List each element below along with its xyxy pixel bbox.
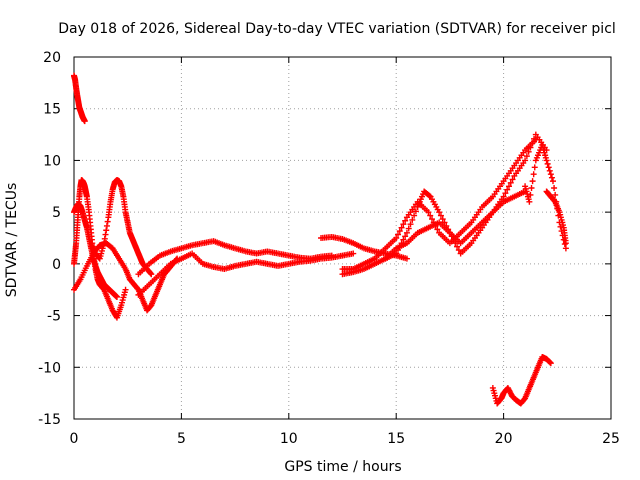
y-tick-label: 10 bbox=[43, 153, 61, 169]
data-point bbox=[531, 164, 538, 171]
series-early-descent bbox=[71, 200, 120, 300]
data-point bbox=[550, 178, 557, 185]
data-point bbox=[407, 221, 414, 228]
data-point bbox=[122, 286, 129, 293]
data-point bbox=[522, 157, 529, 164]
series-middle-band-lower bbox=[135, 250, 357, 298]
x-tick-label: 15 bbox=[387, 431, 405, 447]
data-point bbox=[526, 198, 533, 205]
series-late-drop bbox=[522, 141, 569, 252]
x-tick-label: 20 bbox=[495, 431, 513, 447]
data-point bbox=[552, 191, 559, 198]
data-point bbox=[543, 157, 550, 164]
data-point bbox=[102, 231, 109, 238]
data-point bbox=[441, 219, 448, 226]
series-late-negative bbox=[489, 353, 554, 407]
data-point bbox=[528, 185, 535, 192]
data-point bbox=[426, 192, 433, 199]
data-point bbox=[398, 224, 405, 231]
series-late-tail bbox=[543, 188, 569, 247]
data-point bbox=[396, 228, 403, 235]
series-early-high bbox=[71, 72, 88, 125]
data-point bbox=[551, 185, 558, 192]
data-point bbox=[103, 222, 110, 229]
series-early-loop bbox=[71, 240, 181, 314]
y-tick-label: 0 bbox=[52, 257, 61, 273]
x-tick-label: 0 bbox=[70, 431, 79, 447]
data-point bbox=[409, 216, 416, 223]
y-tick-label: 15 bbox=[43, 102, 61, 118]
data-point bbox=[525, 148, 532, 155]
y-tick-label: -15 bbox=[38, 412, 61, 428]
data-point bbox=[103, 227, 110, 234]
data-point bbox=[427, 212, 434, 219]
data-layer bbox=[71, 72, 569, 407]
data-point bbox=[147, 270, 154, 277]
data-point bbox=[547, 171, 554, 178]
data-point bbox=[562, 240, 569, 247]
data-point bbox=[405, 225, 412, 232]
data-point bbox=[402, 217, 409, 224]
data-point bbox=[547, 360, 554, 367]
data-point bbox=[505, 183, 512, 190]
data-point bbox=[429, 216, 435, 223]
data-point bbox=[425, 209, 432, 216]
y-axis-label: SDTVAR / TECUs bbox=[4, 183, 20, 298]
y-tick-label: -5 bbox=[47, 309, 61, 325]
data-point bbox=[504, 186, 511, 193]
data-point bbox=[527, 191, 534, 198]
data-point bbox=[454, 243, 461, 250]
data-point bbox=[507, 179, 514, 186]
data-point bbox=[452, 240, 459, 247]
tick-label-layer: 0 5 10 15 20 25 -15 -10 -5 0 5 10 15 20 bbox=[38, 50, 620, 447]
data-point bbox=[412, 208, 419, 215]
data-point bbox=[509, 176, 516, 183]
y-tick-label: 20 bbox=[43, 50, 61, 66]
data-point bbox=[402, 233, 409, 240]
chart-title: Day 018 of 2026, Sidereal Day-to-day VTE… bbox=[58, 21, 616, 37]
data-point bbox=[436, 209, 443, 216]
data-point bbox=[523, 153, 530, 160]
data-point bbox=[148, 271, 155, 278]
data-point bbox=[403, 255, 410, 262]
data-point bbox=[394, 231, 401, 238]
data-point bbox=[81, 118, 88, 125]
series-afternoon-lower bbox=[382, 188, 529, 262]
x-tick-label: 25 bbox=[602, 431, 620, 447]
data-point bbox=[400, 236, 407, 243]
grid-layer bbox=[74, 57, 611, 419]
y-tick-label: -10 bbox=[38, 360, 61, 376]
data-point bbox=[530, 171, 537, 178]
data-point bbox=[434, 226, 441, 233]
y-tick-label: 5 bbox=[52, 205, 61, 221]
data-point bbox=[561, 241, 568, 248]
data-point bbox=[546, 167, 553, 174]
data-point bbox=[403, 229, 410, 236]
data-point bbox=[562, 245, 569, 252]
data-point bbox=[439, 216, 446, 223]
data-point bbox=[529, 178, 536, 185]
data-point bbox=[455, 247, 462, 254]
series-early-arch bbox=[71, 177, 129, 321]
data-point bbox=[393, 235, 400, 241]
series-afternoon-rise-a bbox=[339, 131, 550, 278]
data-point bbox=[350, 250, 357, 257]
data-point bbox=[502, 190, 509, 197]
data-point bbox=[437, 212, 444, 219]
data-point bbox=[545, 164, 552, 171]
data-point bbox=[400, 221, 407, 228]
x-tick-label: 10 bbox=[280, 431, 298, 447]
data-point bbox=[393, 250, 400, 257]
data-point bbox=[500, 193, 507, 200]
data-point bbox=[113, 293, 120, 300]
data-point bbox=[532, 136, 539, 143]
data-point bbox=[411, 212, 418, 219]
data-point bbox=[548, 174, 555, 181]
data-point bbox=[544, 160, 551, 167]
data-point bbox=[104, 218, 111, 225]
x-axis-label: GPS time / hours bbox=[284, 459, 401, 475]
x-tick-label: 5 bbox=[177, 431, 186, 447]
